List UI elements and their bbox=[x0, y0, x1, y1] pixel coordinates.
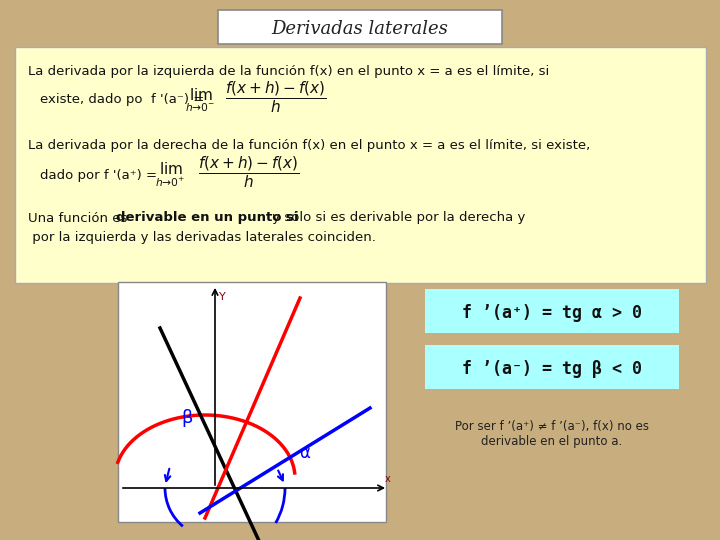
FancyBboxPatch shape bbox=[425, 289, 679, 333]
Text: f ’(a⁺) = tg α > 0: f ’(a⁺) = tg α > 0 bbox=[462, 304, 642, 322]
Text: Y: Y bbox=[219, 292, 226, 302]
Text: $\dfrac{f(x+h)-f(x)}{h}$: $\dfrac{f(x+h)-f(x)}{h}$ bbox=[225, 79, 327, 115]
Text: y sólo si es derivable por la derecha y: y sólo si es derivable por la derecha y bbox=[268, 212, 526, 225]
Text: $\dfrac{f(x+h)-f(x)}{h}$: $\dfrac{f(x+h)-f(x)}{h}$ bbox=[198, 154, 300, 190]
Text: f ’(a⁻) = tg β < 0: f ’(a⁻) = tg β < 0 bbox=[462, 360, 642, 378]
FancyBboxPatch shape bbox=[118, 282, 386, 522]
Text: Por ser f ’(a⁺) ≠ f ’(a⁻), f(x) no es
derivable en el punto a.: Por ser f ’(a⁺) ≠ f ’(a⁻), f(x) no es de… bbox=[455, 420, 649, 448]
FancyBboxPatch shape bbox=[15, 47, 706, 283]
Text: La derivada por la izquierda de la función f(x) en el punto x = a es el límite, : La derivada por la izquierda de la funci… bbox=[28, 65, 549, 78]
Text: por la izquierda y las derivadas laterales coinciden.: por la izquierda y las derivadas lateral… bbox=[28, 232, 376, 245]
FancyBboxPatch shape bbox=[425, 345, 679, 389]
Text: Una función es: Una función es bbox=[28, 212, 132, 225]
Text: existe, dado po  f '(a⁻) =: existe, dado po f '(a⁻) = bbox=[40, 93, 209, 106]
Text: derivable en un punto si: derivable en un punto si bbox=[116, 212, 299, 225]
Text: $\lim_{h\to 0^+}$: $\lim_{h\to 0^+}$ bbox=[155, 161, 185, 189]
Text: x: x bbox=[385, 474, 391, 484]
Text: $\lim_{h\to 0^-}$: $\lim_{h\to 0^-}$ bbox=[185, 86, 215, 113]
Text: La derivada por la derecha de la función f(x) en el punto x = a es el límite, si: La derivada por la derecha de la función… bbox=[28, 138, 590, 152]
Text: α: α bbox=[300, 444, 310, 462]
FancyBboxPatch shape bbox=[218, 10, 502, 44]
Text: β: β bbox=[181, 409, 193, 427]
Text: Derivadas laterales: Derivadas laterales bbox=[271, 20, 449, 38]
Text: dado por f '(a⁺) =: dado por f '(a⁺) = bbox=[40, 168, 161, 181]
